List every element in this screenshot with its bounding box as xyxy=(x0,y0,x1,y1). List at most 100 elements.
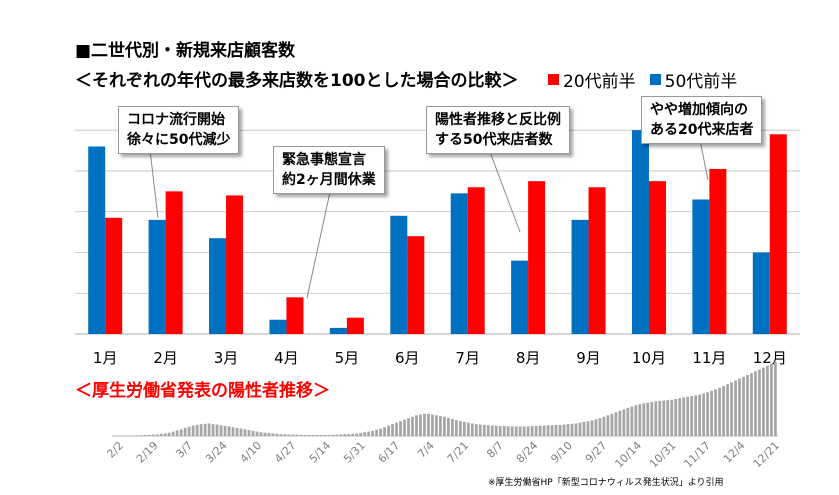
trend-bar xyxy=(490,425,494,436)
bar-20s xyxy=(648,181,666,334)
trend-bar xyxy=(642,403,646,436)
trend-date-label: 6/17 xyxy=(376,439,403,466)
trend-bar xyxy=(726,384,729,436)
trend-bar xyxy=(630,406,634,436)
trend-bar xyxy=(291,434,295,436)
trend-bar xyxy=(359,433,363,436)
trend-bar xyxy=(582,421,586,436)
trend-bar xyxy=(474,424,478,436)
trend-bar xyxy=(187,426,191,436)
trend-bar xyxy=(678,398,682,436)
trend-bar xyxy=(323,434,327,436)
source-footnote: ※厚生労働省HP「新型コロナウィルス発生状況」より引用 xyxy=(488,478,724,488)
trend-bar xyxy=(163,433,167,436)
trend-date-label: 4/10 xyxy=(238,439,265,466)
trend-bar xyxy=(702,393,706,436)
bar-50s xyxy=(88,146,106,334)
trend-bar xyxy=(143,434,147,436)
trend-bar xyxy=(754,371,757,436)
trend-bar xyxy=(327,434,331,436)
bar-50s xyxy=(209,238,227,334)
trend-bar xyxy=(419,414,422,436)
trend-bar xyxy=(654,401,658,436)
trend-bar xyxy=(522,426,526,436)
trend-date-label: 8/24 xyxy=(514,439,541,466)
trend-bar xyxy=(730,382,733,436)
trend-date-label: 7/4 xyxy=(415,439,437,461)
trend-bar xyxy=(690,396,694,436)
trend-bar xyxy=(175,430,179,436)
trend-date-label: 10/31 xyxy=(647,439,679,471)
trend-bar xyxy=(530,426,534,436)
trend-bar-chart xyxy=(112,362,778,437)
trend-bar xyxy=(399,421,402,436)
trend-date-labels: 2/2 2/19 3/7 3/24 4/10 4/27 5/14 5/31 6/17 7/4 7/2… xyxy=(104,439,782,471)
x-tick-label: 6月 xyxy=(395,349,420,367)
trend-bar xyxy=(139,435,143,436)
trend-bar xyxy=(407,418,410,436)
trend-bar xyxy=(542,425,546,436)
trend-bar xyxy=(658,400,662,436)
trend-bar xyxy=(614,412,618,436)
trend-bar xyxy=(506,426,510,436)
trend-bar xyxy=(347,434,351,436)
trend-bar xyxy=(714,389,717,436)
callout-line: 徐々に50代減少 xyxy=(127,132,231,148)
trend-bar xyxy=(427,413,430,436)
trend-bar xyxy=(431,414,434,436)
trend-bar xyxy=(207,423,211,436)
trend-bar xyxy=(566,424,570,436)
trend-bar xyxy=(598,418,602,436)
trend-bar xyxy=(554,424,558,436)
legend-swatch-blue xyxy=(649,74,661,85)
bar-50s xyxy=(329,327,347,334)
trend-bar xyxy=(682,397,686,436)
trend-bar xyxy=(151,434,155,436)
trend-bar xyxy=(610,413,614,436)
trend-date-label: 12/21 xyxy=(751,439,783,471)
trend-bar xyxy=(383,427,386,436)
leader-line xyxy=(699,139,709,181)
trend-bar xyxy=(710,390,713,436)
trend-bar xyxy=(395,422,398,436)
bar-20s xyxy=(588,187,606,334)
callout-20s-increase: やや増加傾向の ある20代来店者 xyxy=(641,96,763,144)
trend-bar xyxy=(243,429,247,436)
trend-bar xyxy=(263,432,267,436)
trend-chart-title: ＜厚生労働省発表の陽性者推移＞ xyxy=(75,381,330,401)
x-tick-label: 8月 xyxy=(516,349,541,367)
bar-50s xyxy=(692,199,710,334)
trend-bar xyxy=(223,426,227,436)
trend-bar xyxy=(494,425,498,436)
bar-20s xyxy=(346,317,364,334)
trend-bar xyxy=(694,395,698,436)
trend-bar xyxy=(758,369,761,436)
trend-bar xyxy=(295,434,299,436)
trend-date-label: 5/31 xyxy=(341,439,368,466)
trend-bar xyxy=(191,425,195,436)
trend-bar xyxy=(526,426,530,436)
trend-bar xyxy=(415,415,418,436)
trend-bar xyxy=(195,424,199,436)
bar-50s xyxy=(450,193,468,334)
trend-bar xyxy=(355,433,359,436)
trend-bar xyxy=(550,425,554,436)
trend-bar xyxy=(458,421,462,436)
bar-20s xyxy=(105,217,123,334)
trend-bar xyxy=(231,427,235,436)
trend-bar xyxy=(762,367,765,436)
trend-bar xyxy=(450,418,454,436)
trend-bar xyxy=(267,433,271,436)
trend-bar xyxy=(446,417,450,436)
trend-bar xyxy=(538,425,542,436)
trend-bar xyxy=(171,431,175,436)
trend-bar xyxy=(219,425,223,436)
trend-bar xyxy=(638,404,642,436)
trend-bar xyxy=(742,376,745,436)
trend-bar xyxy=(622,409,626,436)
trend-bar xyxy=(247,430,251,436)
trend-bar xyxy=(606,415,610,436)
trend-bar xyxy=(594,419,598,436)
trend-bar xyxy=(215,424,219,436)
